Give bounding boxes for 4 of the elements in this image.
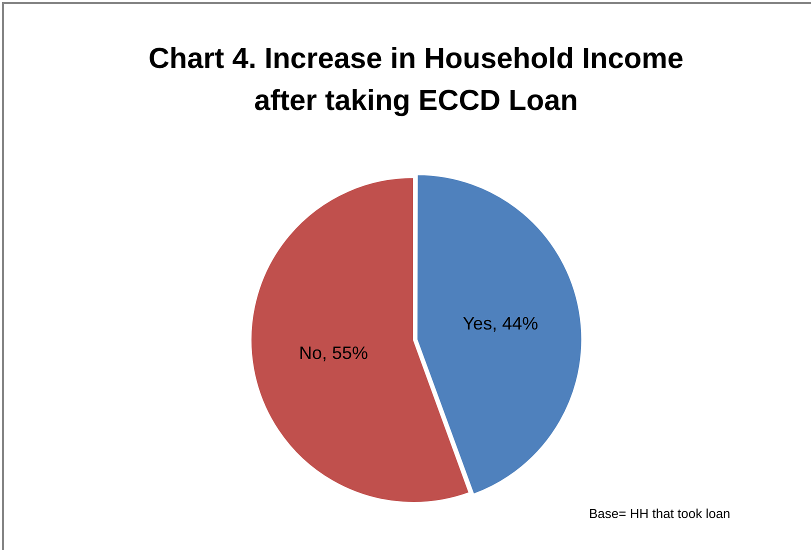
slice-label: Yes, 44% xyxy=(462,314,538,334)
chart-title: Chart 4. Increase in Household Income after taking ECCD Loan xyxy=(147,42,685,119)
slice-label: No, 55% xyxy=(298,343,368,364)
text: Base= HH that took loan xyxy=(589,505,732,523)
